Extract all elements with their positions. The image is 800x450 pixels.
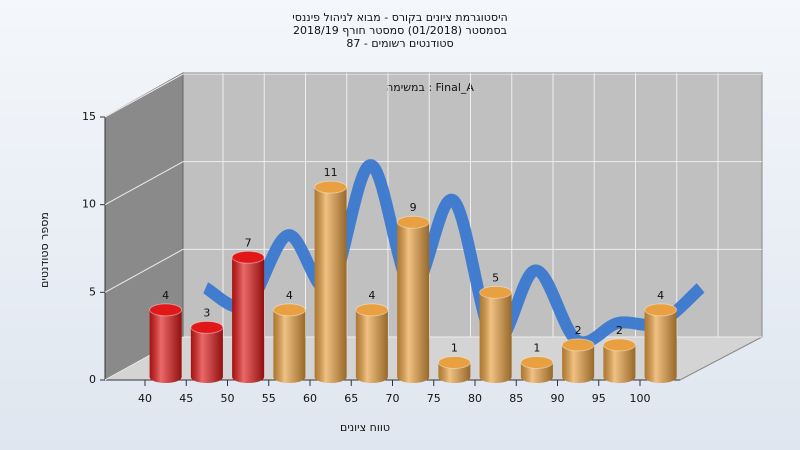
bar bbox=[314, 180, 348, 383]
bar bbox=[355, 303, 389, 383]
bar-part bbox=[561, 338, 595, 352]
bar bbox=[561, 338, 595, 383]
back-wall bbox=[182, 72, 763, 338]
y-tick-label: 10 bbox=[82, 198, 96, 211]
x-tick-label: 85 bbox=[509, 392, 523, 405]
data-label: 3 bbox=[203, 306, 210, 319]
bar bbox=[602, 338, 636, 383]
data-label: 9 bbox=[410, 201, 417, 214]
data-label: 1 bbox=[451, 341, 458, 354]
grid-line bbox=[104, 248, 184, 293]
x-tick-label: 90 bbox=[551, 392, 565, 405]
data-label: 7 bbox=[245, 236, 252, 249]
data-label: 2 bbox=[575, 324, 582, 337]
data-label: 4 bbox=[657, 289, 664, 302]
y-tick-label: 15 bbox=[82, 110, 96, 123]
data-label: 4 bbox=[162, 289, 169, 302]
chart-subtitle: סטודנטים רשומים - 87 bbox=[346, 37, 453, 50]
data-label: 4 bbox=[368, 289, 375, 302]
x-tick-label: 60 bbox=[303, 392, 317, 405]
x-tick-label: 95 bbox=[592, 392, 606, 405]
y-tick-label: 0 bbox=[89, 373, 96, 386]
data-label: 2 bbox=[616, 324, 623, 337]
bar bbox=[396, 215, 430, 383]
bar-part bbox=[562, 344, 595, 383]
bar bbox=[149, 303, 183, 383]
y-tick-label: 5 bbox=[89, 285, 96, 298]
bar-part bbox=[520, 355, 554, 369]
bar bbox=[479, 285, 513, 383]
bar-part bbox=[479, 285, 513, 299]
bar bbox=[272, 303, 306, 383]
x-tick-label: 100 bbox=[630, 392, 651, 405]
x-tick-label: 70 bbox=[386, 392, 400, 405]
x-axis-label: טווח ציונים bbox=[340, 421, 390, 434]
chart-subtitle: בסמסטר (01/2018) סמסטר חורף 2018/19 bbox=[293, 24, 507, 37]
x-tick-label: 80 bbox=[468, 392, 482, 405]
bar-part bbox=[314, 187, 347, 383]
x-tick-label: 55 bbox=[262, 392, 276, 405]
grid-line bbox=[104, 73, 184, 118]
y-axis-label: מספר סטודנטים bbox=[38, 212, 51, 288]
bar bbox=[520, 355, 554, 383]
bar bbox=[231, 250, 265, 383]
bar bbox=[644, 303, 678, 383]
bar-part bbox=[397, 222, 430, 383]
annotation: במשימה : Final_A bbox=[386, 81, 474, 94]
bar-part bbox=[149, 309, 182, 383]
x-tick-label: 75 bbox=[427, 392, 441, 405]
bar bbox=[190, 320, 224, 383]
bar-part bbox=[602, 338, 636, 352]
bar bbox=[437, 355, 471, 383]
x-tick-label: 65 bbox=[344, 392, 358, 405]
bar-part bbox=[232, 257, 265, 383]
x-tick-label: 50 bbox=[221, 392, 235, 405]
bar-part bbox=[644, 309, 677, 383]
data-label: 5 bbox=[492, 271, 499, 284]
bar-part bbox=[231, 250, 265, 264]
chart-title: היסטוגרמת ציונים בקורס - מבוא לניהול פינ… bbox=[292, 11, 507, 24]
x-tick-label: 40 bbox=[138, 392, 152, 405]
bar-part bbox=[273, 309, 306, 383]
bar-part bbox=[149, 303, 183, 317]
bar-part bbox=[355, 303, 389, 317]
data-label: 1 bbox=[533, 341, 540, 354]
bar-part bbox=[437, 355, 471, 369]
bar-part bbox=[396, 215, 430, 229]
bar-part bbox=[355, 309, 388, 383]
bar-part bbox=[190, 320, 224, 334]
bar-part bbox=[272, 303, 306, 317]
bar-part bbox=[190, 327, 223, 383]
x-tick-label: 45 bbox=[179, 392, 193, 405]
bar-part bbox=[314, 180, 348, 194]
grid-line bbox=[104, 161, 184, 206]
data-label: 11 bbox=[324, 166, 338, 179]
data-label: 4 bbox=[286, 289, 293, 302]
trend-ribbon bbox=[202, 159, 705, 349]
bar-part bbox=[603, 344, 636, 383]
bar-part bbox=[479, 292, 512, 383]
bar-part bbox=[644, 303, 678, 317]
